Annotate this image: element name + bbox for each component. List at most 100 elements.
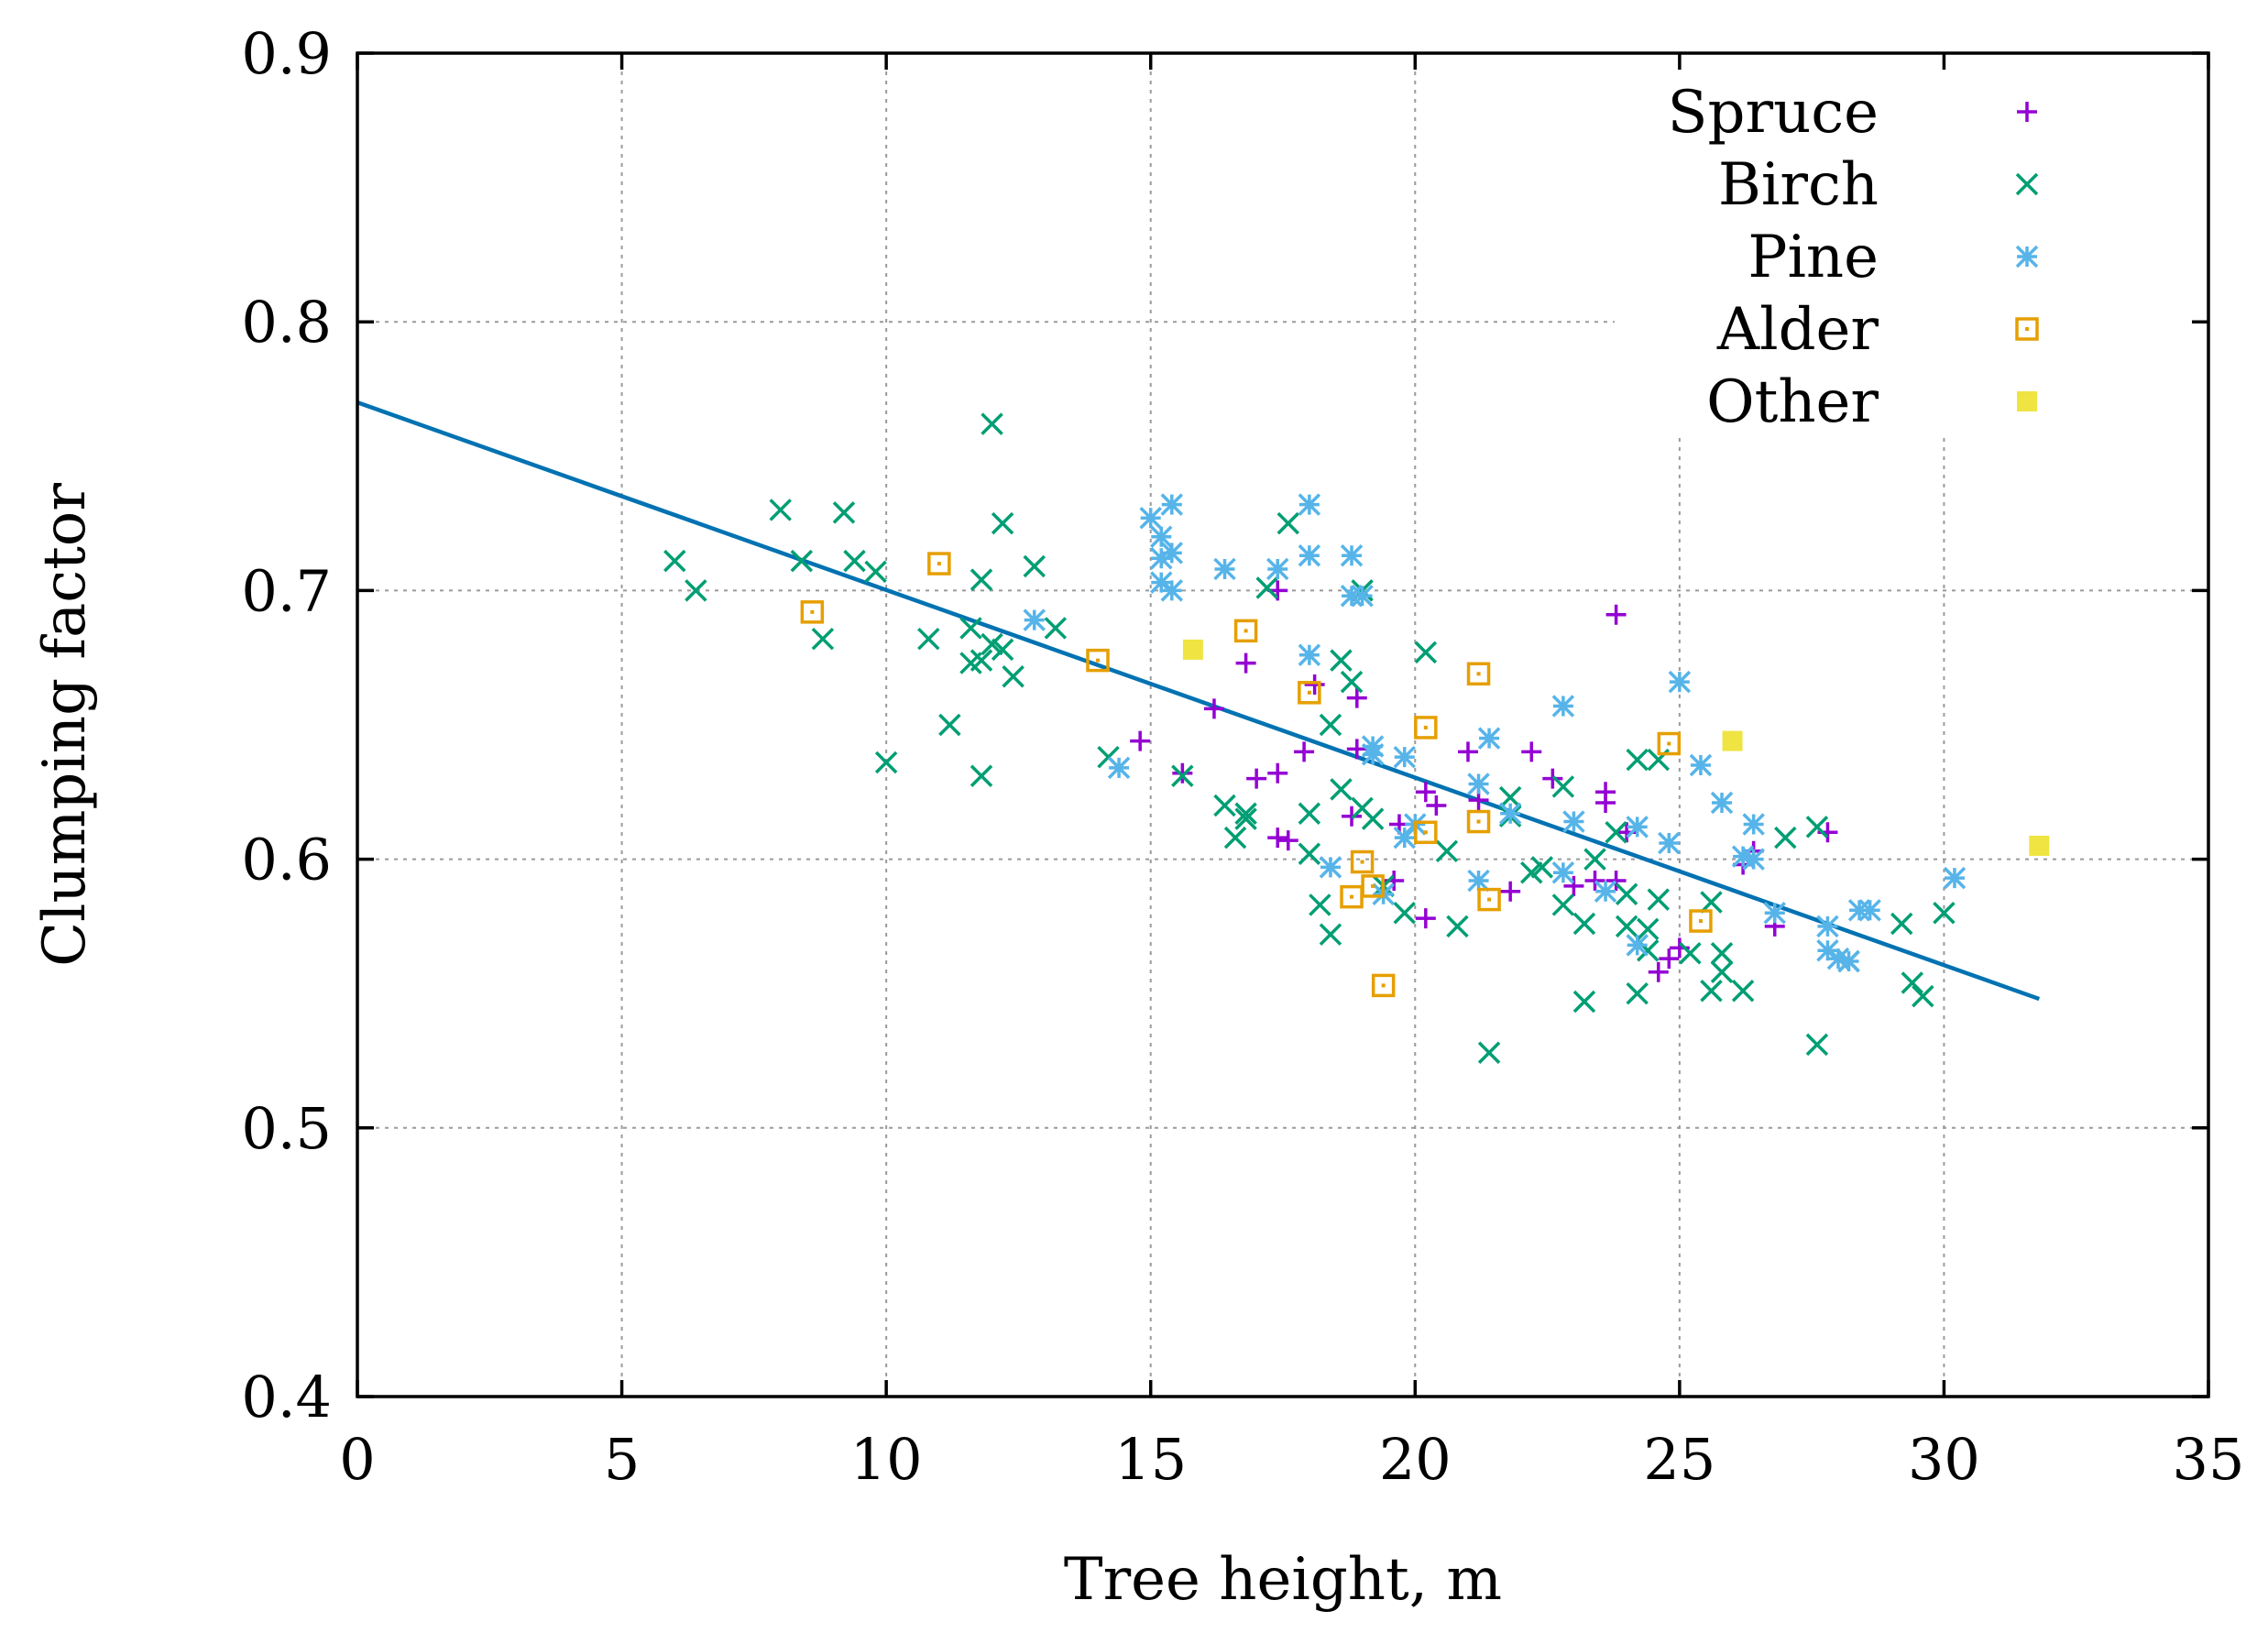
marker-square-outline bbox=[1477, 887, 1501, 912]
marker-cross-stroke bbox=[1605, 821, 1627, 844]
legend-marker-other bbox=[2017, 391, 2037, 411]
marker-cross-stroke bbox=[1551, 775, 1575, 798]
birch-point bbox=[1805, 1033, 1829, 1057]
spruce-point bbox=[1172, 762, 1193, 784]
x-tick-label: 10 bbox=[850, 1426, 923, 1493]
marker-star-stroke bbox=[1139, 506, 1162, 530]
marker-star-stroke bbox=[1658, 831, 1681, 855]
spruce-point bbox=[1342, 806, 1363, 827]
marker-cross-stroke bbox=[1626, 981, 1649, 1005]
marker-cross-stroke bbox=[917, 627, 940, 651]
fit-line-layer bbox=[356, 400, 2041, 1002]
marker-star-stroke bbox=[1626, 816, 1649, 838]
pine-point bbox=[1160, 579, 1184, 602]
marker-star-stroke bbox=[1626, 934, 1649, 957]
marker-cross-stroke bbox=[685, 579, 707, 602]
birch-point bbox=[1572, 912, 1596, 936]
birch-point bbox=[663, 549, 686, 573]
marker-cross-stroke bbox=[970, 649, 993, 672]
marker-star-stroke bbox=[1551, 861, 1575, 884]
birch-point bbox=[1361, 807, 1385, 830]
marker-star-stroke bbox=[1160, 493, 1184, 516]
birch-point bbox=[1731, 980, 1755, 1003]
marker-star-stroke bbox=[1361, 743, 1385, 766]
pine-point bbox=[1763, 902, 1786, 925]
spruce-point bbox=[1605, 604, 1627, 625]
pine-point bbox=[1551, 861, 1575, 884]
pine-point bbox=[1562, 810, 1585, 833]
plot-frame bbox=[356, 51, 2210, 1398]
marker-star-stroke bbox=[1150, 546, 1173, 570]
y-tick-label: 0.8 bbox=[241, 289, 332, 356]
marker-cross-stroke bbox=[790, 549, 814, 573]
marker-cross-stroke bbox=[843, 549, 866, 573]
marker-star-stroke bbox=[1816, 939, 1839, 962]
marker-square-outline bbox=[1414, 820, 1438, 845]
birch-point bbox=[1710, 941, 1734, 965]
marker-star-stroke bbox=[1551, 695, 1575, 718]
pine-point bbox=[1160, 542, 1184, 564]
marker-cross-stroke bbox=[1023, 554, 1046, 578]
marker-plus-stroke bbox=[1277, 830, 1298, 851]
birch-point bbox=[1551, 893, 1575, 916]
birch-point bbox=[1340, 670, 1364, 694]
pine-point bbox=[1742, 848, 1765, 871]
pine-point bbox=[1150, 525, 1173, 548]
marker-plus-stroke bbox=[1595, 782, 1616, 803]
pine-point bbox=[1351, 585, 1374, 608]
pine-point bbox=[1826, 947, 1850, 970]
pine-point bbox=[1319, 856, 1342, 879]
y-tick-label: 0.7 bbox=[241, 557, 332, 624]
birch-point bbox=[1647, 888, 1671, 911]
birch-point bbox=[1636, 917, 1660, 941]
alder-point bbox=[1689, 909, 1713, 933]
birch-point bbox=[981, 632, 1003, 656]
marker-cross-stroke bbox=[981, 412, 1003, 435]
pine-point bbox=[1023, 608, 1046, 631]
grid bbox=[357, 53, 2208, 1397]
marker-cross-stroke bbox=[970, 764, 993, 787]
alder-point bbox=[1361, 874, 1385, 898]
marker-plus-stroke bbox=[1426, 795, 1447, 816]
spruce-point bbox=[1304, 674, 1325, 696]
marker-square-outline bbox=[1466, 662, 1491, 686]
data-points bbox=[663, 412, 2050, 1064]
marker-star-stroke bbox=[1107, 756, 1131, 780]
birch-point bbox=[1530, 856, 1554, 879]
marker-cross-stroke bbox=[1319, 713, 1342, 737]
other-point bbox=[2029, 835, 2050, 856]
alder-point bbox=[1477, 887, 1501, 912]
birch-point bbox=[1330, 778, 1353, 801]
birch-point bbox=[1551, 775, 1575, 798]
marker-cross-stroke bbox=[1647, 888, 1671, 911]
pine-point bbox=[1626, 934, 1649, 957]
birch-point bbox=[970, 649, 993, 672]
marker-star-stroke bbox=[1498, 802, 1522, 825]
x-tick-label: 5 bbox=[604, 1426, 640, 1493]
marker-star-stroke bbox=[1298, 493, 1321, 516]
marker-star-stroke bbox=[1467, 773, 1490, 795]
marker-cross-stroke bbox=[1223, 826, 1247, 849]
birch-point bbox=[1805, 816, 1829, 838]
marker-star-stroke bbox=[1847, 899, 1871, 922]
marker-cross-stroke bbox=[1615, 915, 1638, 938]
pine-point bbox=[1816, 939, 1839, 962]
marker-star-stroke bbox=[1858, 899, 1881, 922]
marker-plus-stroke bbox=[1130, 730, 1151, 751]
marker-star-stroke bbox=[1742, 848, 1765, 871]
marker-star-stroke bbox=[1340, 544, 1364, 567]
marker-cross-stroke bbox=[1626, 748, 1649, 772]
pine-point bbox=[1477, 727, 1501, 750]
marker-plus-stroke bbox=[1584, 871, 1605, 892]
pine-point bbox=[1298, 493, 1321, 516]
birch-point bbox=[685, 579, 707, 602]
legend-marker-spruce bbox=[2017, 102, 2037, 122]
marker-cross-stroke bbox=[2015, 172, 2039, 196]
marker-cross-stroke bbox=[1361, 807, 1385, 830]
marker-plus-stroke bbox=[1304, 674, 1325, 696]
marker-plus-stroke bbox=[1415, 908, 1436, 929]
marker-cross-stroke bbox=[1330, 778, 1353, 801]
pine-point bbox=[1816, 915, 1839, 938]
legend-label-other: Other bbox=[1706, 368, 1879, 436]
